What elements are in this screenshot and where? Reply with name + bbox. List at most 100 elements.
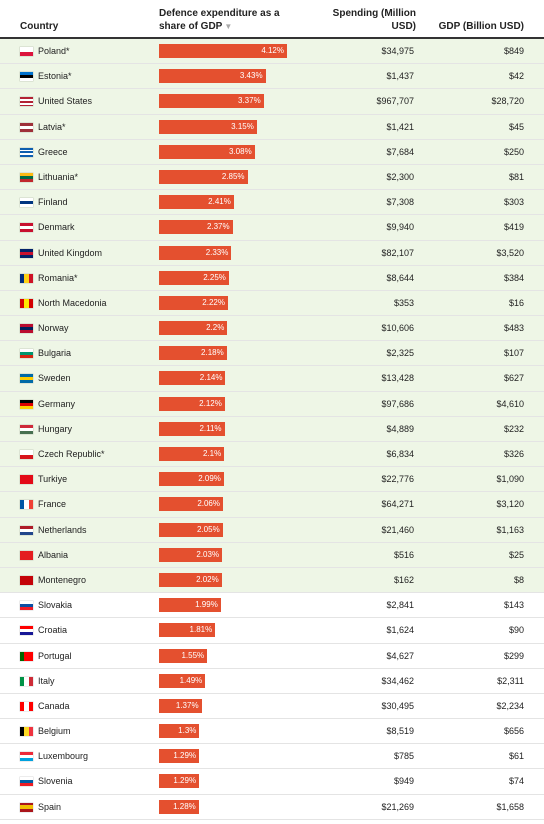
spending-value: $8,519 — [386, 726, 414, 737]
share-label: 1.3% — [178, 726, 197, 736]
country-name: Netherlands — [38, 524, 87, 535]
share-label: 4.12% — [261, 46, 284, 55]
gdp-value: $384 — [503, 272, 524, 283]
country-name: Luxembourg — [38, 751, 89, 762]
gdp-value: $16 — [508, 297, 524, 308]
spending-value: $785 — [393, 751, 414, 762]
share-bar: 2.02% — [159, 572, 222, 587]
share-label: 2.14% — [199, 373, 223, 383]
share-bar: 2.12% — [159, 396, 225, 411]
share-label: 3.37% — [238, 96, 261, 106]
flag-icon — [20, 752, 33, 762]
country-name: Slovenia — [38, 776, 73, 787]
country-name: France — [38, 499, 67, 510]
table-row: Croatia 1.81% $1,624 $90 — [0, 618, 544, 644]
country-name: Romania* — [38, 272, 78, 283]
share-bar: 1.29% — [159, 774, 200, 789]
gdp-value: $299 — [503, 650, 524, 661]
share-bar: 2.05% — [159, 522, 223, 537]
table-row: Sweden 2.14% $13,428 $627 — [0, 366, 544, 392]
spending-value: $10,606 — [381, 323, 414, 334]
country-name: Greece — [38, 146, 68, 157]
flag-icon — [20, 349, 33, 359]
country-name: Montenegro — [38, 574, 87, 585]
share-label: 2.09% — [198, 474, 221, 484]
spending-value: $949 — [393, 776, 414, 787]
country-name: Denmark — [38, 222, 75, 233]
table-row: Poland* 4.12% $34,975 $849 — [0, 39, 544, 65]
spending-value: $1,624 — [386, 625, 414, 636]
share-label: 2.11% — [199, 423, 222, 433]
gdp-value: $483 — [503, 323, 524, 334]
gdp-value: $3,520 — [496, 247, 524, 258]
country-name: Croatia — [38, 625, 68, 636]
share-bar: 2.25% — [159, 270, 229, 285]
spending-value: $162 — [393, 574, 414, 585]
spending-value: $6,834 — [386, 449, 414, 459]
header-country[interactable]: Country — [20, 21, 59, 32]
spending-value: $9,940 — [386, 222, 414, 233]
table-row: Lithuania* 2.85% $2,300 $81 — [0, 164, 544, 191]
share-label: 2.06% — [197, 499, 220, 509]
table-row: Hungary 2.11% $4,889 $232 — [0, 416, 544, 442]
table-row: United States 3.37% $967,707 $28,720 — [0, 89, 544, 115]
share-bar: 1.99% — [159, 598, 221, 613]
spending-value: $1,421 — [386, 121, 414, 132]
gdp-value: $61 — [508, 751, 524, 762]
flag-icon — [20, 525, 33, 535]
share-bar: 2.11% — [159, 421, 225, 436]
country-name: Estonia* — [38, 71, 72, 82]
share-bar: 2.09% — [159, 472, 224, 487]
share-label: 2.05% — [197, 524, 220, 534]
gdp-value: $1,090 — [496, 474, 524, 485]
header-spending[interactable]: Spending (Million USD) — [332, 8, 416, 32]
table-row: France 2.06% $64,271 $3,120 — [0, 492, 544, 518]
spending-value: $1,437 — [386, 71, 414, 82]
share-label: 1.99% — [195, 600, 218, 610]
gdp-value: $232 — [503, 423, 524, 434]
share-label: 2.18% — [201, 348, 224, 358]
flag-icon — [20, 72, 33, 82]
share-label: 2.12% — [199, 398, 222, 408]
share-label: 2.1% — [203, 449, 222, 458]
country-name: Germany — [38, 398, 76, 409]
flag-icon — [20, 298, 33, 308]
share-bar: 3.15% — [159, 119, 257, 134]
table-row: Romania* 2.25% $8,644 $384 — [0, 265, 544, 291]
share-label: 1.49% — [179, 675, 203, 685]
table-row: Czech Republic* 2.1% $6,834 $326 — [0, 442, 544, 468]
flag-icon — [20, 727, 33, 737]
table-row: Belgium 1.3% $8,519 $656 — [0, 719, 544, 745]
share-label: 2.25% — [203, 272, 226, 282]
spending-value: $21,269 — [381, 801, 414, 812]
country-name: Turkiye — [38, 474, 68, 485]
share-label: 1.37% — [175, 700, 199, 710]
flag-icon — [20, 122, 33, 132]
country-name: United Kingdom — [38, 247, 103, 258]
table-row: Turkiye 2.09% $22,776 $1,090 — [0, 467, 544, 493]
share-label: 3.08% — [229, 146, 252, 156]
gdp-value: $627 — [503, 373, 524, 384]
sort-down-icon[interactable]: ▼ — [224, 22, 233, 31]
header-gdp[interactable]: GDP (Billion USD) — [438, 21, 524, 32]
share-bar: 1.28% — [159, 799, 199, 814]
header-share-label: Defence expenditure as a share of GDP — [159, 8, 280, 32]
gdp-value: $42 — [508, 71, 524, 82]
flag-icon — [20, 626, 33, 636]
share-label: 2.02% — [196, 574, 219, 584]
share-label: 1.81% — [189, 625, 213, 635]
flag-icon — [20, 475, 33, 485]
share-bar: 3.37% — [159, 94, 264, 109]
share-label: 2.37% — [206, 222, 230, 232]
table-row: United Kingdom 2.33% $82,107 $3,520 — [0, 240, 544, 266]
gdp-value: $45 — [508, 121, 524, 132]
header-share[interactable]: Defence expenditure as a share of GDP ▼ — [159, 7, 294, 33]
gdp-value: $1,163 — [496, 524, 524, 535]
flag-icon — [20, 575, 33, 585]
share-label: 2.2% — [206, 323, 225, 333]
gdp-value: $419 — [503, 222, 524, 233]
share-bar: 1.29% — [159, 749, 200, 764]
table-row: Spain 1.28% $21,269 $1,658 — [0, 795, 544, 820]
spending-value: $34,975 — [381, 46, 414, 56]
table-row: Estonia* 3.43% $1,437 $42 — [0, 64, 544, 90]
